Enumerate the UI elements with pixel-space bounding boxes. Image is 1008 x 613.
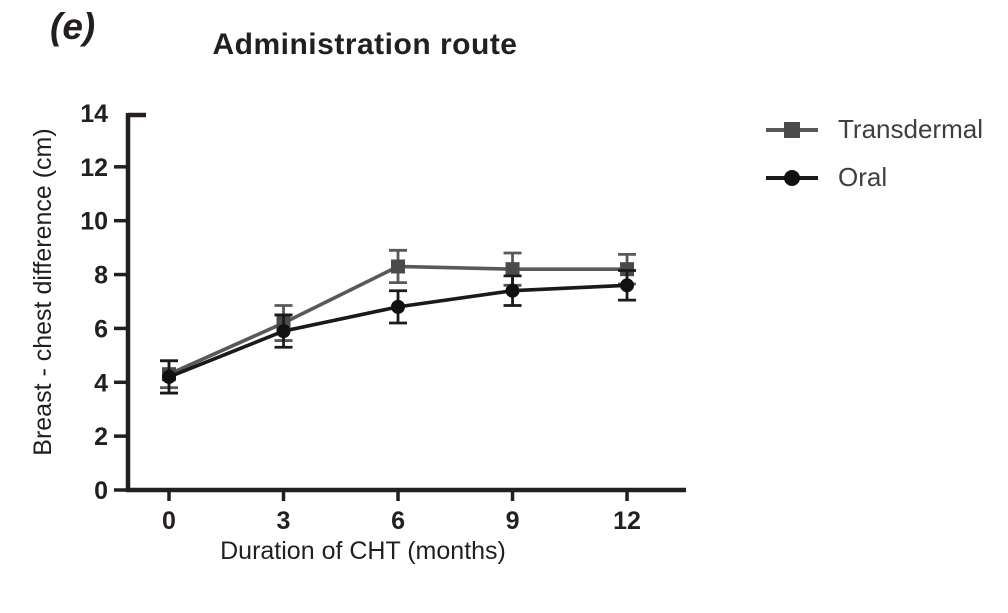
- transdermal-square-marker-icon: [766, 118, 818, 142]
- panel-label: (e): [50, 6, 96, 47]
- x-tick-label: 12: [613, 507, 641, 535]
- data-point: [391, 299, 406, 314]
- data-point: [276, 324, 291, 339]
- axes: [125, 112, 686, 493]
- x-tick-label: 0: [162, 507, 176, 535]
- data-point: [391, 259, 406, 274]
- y-axis-ticks: 0 2 4 6 8 10 12 14: [80, 100, 128, 505]
- chart-title: Administration route: [212, 28, 518, 61]
- x-tick-label: 3: [277, 507, 291, 535]
- legend-item-transdermal: Transdermal: [766, 112, 983, 147]
- series-oral: [160, 269, 637, 395]
- y-tick-label: 12: [80, 154, 108, 182]
- data-point: [620, 278, 635, 293]
- y-tick-label: 2: [94, 423, 108, 451]
- legend-label-oral: Oral: [838, 162, 888, 192]
- y-tick-label: 14: [80, 100, 108, 128]
- y-tick-label: 6: [94, 315, 108, 343]
- data-point: [162, 369, 176, 384]
- y-tick-label: 0: [94, 477, 108, 505]
- legend-label-transdermal: Transdermal: [838, 114, 983, 144]
- x-tick-label: 9: [506, 507, 520, 535]
- plot-area: 0 2 4 6 8 10 12 14 0 3 6 9 12: [80, 100, 686, 535]
- y-tick-label: 10: [80, 208, 108, 236]
- data-point: [505, 283, 520, 298]
- x-axis-label: Duration of CHT (months): [220, 537, 506, 565]
- legend-item-oral: Oral: [766, 160, 983, 195]
- data-point: [505, 262, 520, 277]
- legend: Transdermal Oral: [766, 112, 983, 195]
- y-tick-label: 4: [94, 369, 108, 397]
- x-tick-label: 6: [391, 507, 405, 535]
- x-axis-ticks: 0 3 6 9 12: [162, 490, 641, 535]
- oral-circle-marker-icon: [766, 166, 818, 190]
- y-tick-label: 8: [94, 262, 108, 290]
